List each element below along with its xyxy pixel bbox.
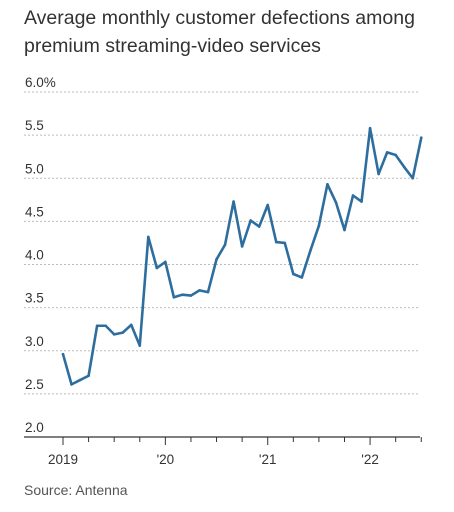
data-point xyxy=(147,235,150,239)
data-point xyxy=(112,333,116,336)
y-tick-label: 4.0 xyxy=(25,248,44,263)
data-point xyxy=(181,293,184,296)
y-tick-label: 5.5 xyxy=(25,118,44,133)
data-point xyxy=(172,295,176,299)
data-point xyxy=(87,374,90,378)
data-point xyxy=(232,200,235,203)
data-point xyxy=(189,294,193,297)
data-point xyxy=(343,228,346,232)
data-point xyxy=(326,182,329,186)
y-tick-label: 2.0 xyxy=(25,420,44,435)
data-point xyxy=(411,176,415,180)
data-point xyxy=(249,219,252,222)
data-point xyxy=(138,344,142,347)
y-tick-label: 3.0 xyxy=(25,334,44,349)
data-point xyxy=(274,240,278,244)
data-point xyxy=(78,378,82,382)
x-tick-marks xyxy=(62,437,422,445)
x-tick-label: '22 xyxy=(361,452,379,467)
data-point xyxy=(394,153,397,157)
data-point xyxy=(377,172,380,176)
y-tick-label: 2.5 xyxy=(25,377,44,392)
data-point xyxy=(198,289,201,292)
data-point xyxy=(317,224,321,227)
y-tick-labels: 6.0% 5.5 5.0 4.5 4.0 3.5 3.0 2.5 2.0 xyxy=(25,75,56,435)
data-point xyxy=(334,201,338,204)
data-point xyxy=(206,290,210,294)
data-point xyxy=(215,258,218,261)
y-tick-label: 4.5 xyxy=(25,204,44,219)
data-point xyxy=(309,249,312,252)
x-tick-label: '20 xyxy=(157,452,175,467)
x-tick-label: 2019 xyxy=(48,452,78,467)
data-point xyxy=(223,243,227,246)
series-line xyxy=(61,126,423,386)
data-point xyxy=(402,165,406,169)
y-tick-label: 6.0% xyxy=(25,75,56,90)
data-point xyxy=(95,324,99,328)
data-point xyxy=(292,272,295,276)
x-tick-labels: 2019 '20 '21 '22 xyxy=(48,452,379,467)
chart-title: Average monthly customer defections amon… xyxy=(24,7,415,57)
data-point xyxy=(385,151,389,154)
source-note: Source: Antenna xyxy=(24,482,128,498)
data-point xyxy=(155,266,159,270)
series-line-path xyxy=(61,126,423,386)
data-point xyxy=(257,225,261,228)
data-point xyxy=(61,352,65,356)
y-tick-label: 3.5 xyxy=(25,291,44,306)
x-tick-label: '21 xyxy=(259,452,277,467)
data-point xyxy=(104,324,107,328)
data-point xyxy=(283,241,287,245)
grid-lines xyxy=(24,91,420,395)
data-point xyxy=(121,331,125,334)
data-point xyxy=(360,200,363,203)
data-point xyxy=(419,136,423,140)
data-point xyxy=(368,126,372,130)
data-point xyxy=(266,203,270,207)
data-point xyxy=(70,383,73,386)
data-point xyxy=(240,245,244,248)
data-point xyxy=(351,194,355,197)
data-point xyxy=(164,260,167,264)
data-point xyxy=(300,276,304,279)
y-tick-label: 5.0 xyxy=(25,161,44,176)
data-point xyxy=(129,323,133,327)
